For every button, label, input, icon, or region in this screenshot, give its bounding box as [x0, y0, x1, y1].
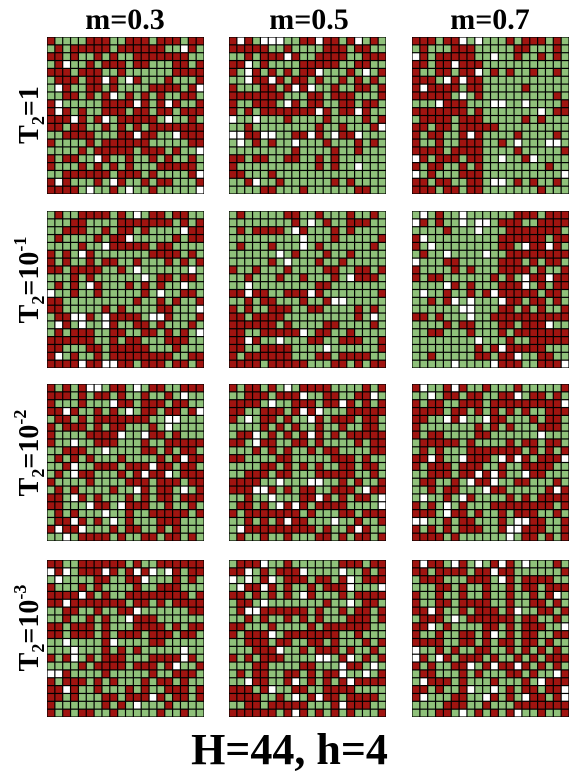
lattice-panel [229, 384, 386, 541]
lattice-panel [412, 560, 569, 717]
figure-footer: H=44, h=4 [191, 725, 388, 774]
lattice-panel [412, 211, 569, 368]
lattice-panel [229, 37, 386, 194]
column-title-1: m=0.3 [85, 3, 165, 36]
row-title-4: T2=10-3 [10, 584, 48, 672]
lattice-panel [229, 560, 386, 717]
row-title-2: T2=10-1 [10, 236, 48, 324]
lattice-panel [47, 560, 204, 717]
row-title-3: T2=10-2 [10, 409, 48, 497]
lattice-panel [47, 37, 204, 194]
column-title-3: m=0.7 [450, 3, 530, 36]
column-title-2: m=0.5 [269, 3, 349, 36]
lattice-panel [47, 384, 204, 541]
lattice-panel [47, 211, 204, 368]
lattice-panel [412, 37, 569, 194]
row-title-1: T2=1 [14, 86, 48, 144]
lattice-panel [229, 211, 386, 368]
lattice-panel [412, 384, 569, 541]
